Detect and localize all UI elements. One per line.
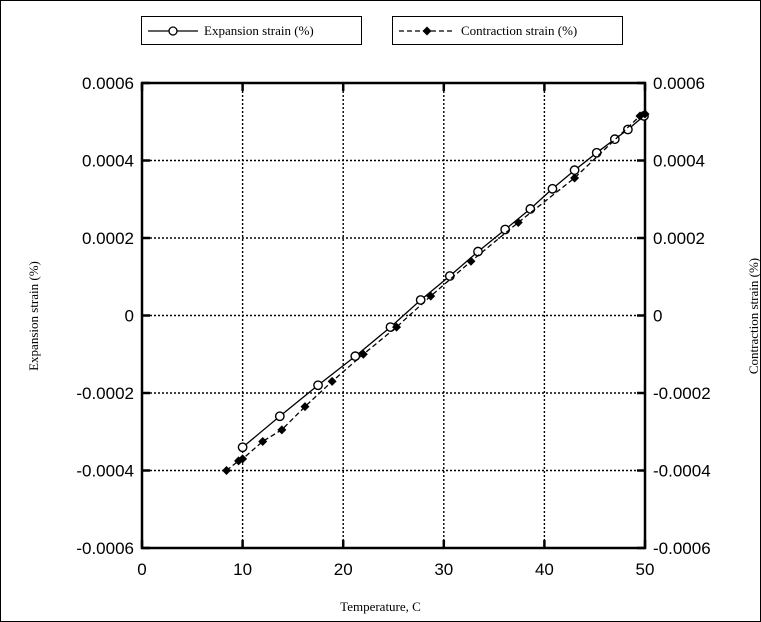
- contraction-point: [640, 109, 650, 119]
- y-axis-label-right: Contraction strain (%): [746, 257, 761, 375]
- expansion-point: [500, 224, 511, 235]
- y-tick-label-right: -0.0004: [653, 462, 711, 481]
- contraction-point: [258, 436, 268, 446]
- legend-label-contraction: Contraction strain (%): [461, 22, 578, 38]
- y-tick-label-left: -0.0004: [76, 462, 134, 481]
- legend-item-contraction: Contraction strain (%): [392, 16, 623, 45]
- series-line-contraction: [226, 113, 646, 472]
- contraction-point: [513, 218, 523, 227]
- y-axis-label-left: Expansion strain (%): [26, 261, 41, 371]
- y-tick-label-left: 0: [125, 307, 134, 326]
- expansion-point: [473, 246, 483, 257]
- y-tick-label-left: 0.0004: [82, 152, 134, 171]
- x-tick-label: 30: [434, 560, 453, 579]
- contraction-point: [358, 349, 368, 359]
- contraction-point: [466, 256, 476, 266]
- y-tick-label-right: 0.0006: [653, 74, 705, 93]
- y-tick-label-right: 0.0004: [653, 152, 705, 171]
- expansion-point: [274, 411, 285, 422]
- y-tick-label-right: -0.0002: [653, 384, 711, 403]
- contraction-point: [222, 466, 232, 475]
- x-tick-label: 40: [535, 560, 554, 579]
- contraction-point: [277, 425, 287, 435]
- y-tick-label-left: 0.0002: [82, 229, 134, 248]
- contraction-point: [426, 291, 436, 301]
- contraction-point: [238, 454, 248, 464]
- legend-filled-diamond-marker: [399, 26, 455, 35]
- expansion-point: [569, 165, 580, 176]
- expansion-point: [444, 271, 455, 281]
- contraction-point: [392, 322, 402, 332]
- legend-label-expansion: Expansion strain (%): [204, 22, 314, 38]
- y-tick-label-right: -0.0006: [653, 539, 711, 558]
- y-tick-label-right: 0.0002: [653, 229, 705, 248]
- expansion-point: [415, 295, 426, 305]
- expansion-point: [547, 183, 558, 194]
- x-tick-label: 20: [334, 560, 353, 579]
- expansion-point: [591, 147, 602, 158]
- x-axis-label: Temperature, C: [340, 599, 421, 614]
- y-tick-label-left: 0.0006: [82, 74, 134, 93]
- plot-area-border: [140, 81, 647, 550]
- x-tick-label: 0: [137, 560, 146, 579]
- y-tick-label-left: -0.0002: [76, 384, 134, 403]
- x-tick-label: 10: [233, 560, 252, 579]
- expansion-point: [622, 124, 633, 135]
- expansion-point: [525, 204, 536, 214]
- expansion-point: [313, 380, 323, 391]
- y-tick-label-left: -0.0006: [76, 539, 134, 558]
- expansion-point: [350, 351, 361, 362]
- legend-open-circle-marker: [148, 25, 198, 36]
- x-tick-label: 50: [636, 560, 655, 579]
- expansion-point: [237, 442, 248, 453]
- contraction-point: [327, 376, 337, 386]
- contraction-point: [300, 402, 310, 412]
- y-tick-label-right: 0: [653, 307, 662, 326]
- legend-item-expansion: Expansion strain (%): [141, 16, 362, 45]
- series-line-expansion: [242, 115, 645, 448]
- contraction-point: [570, 173, 580, 183]
